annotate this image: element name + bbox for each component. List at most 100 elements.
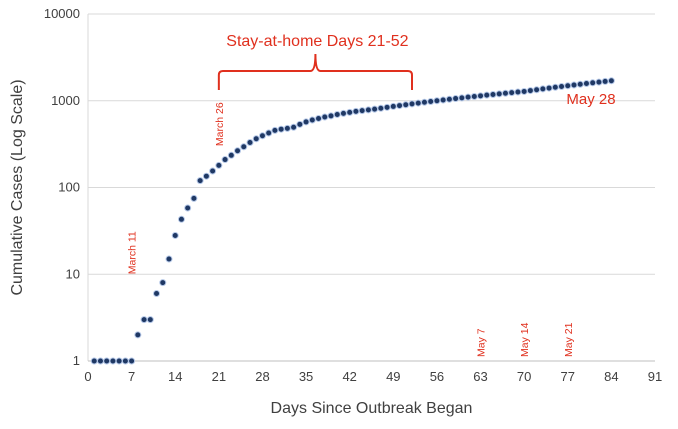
date-marker-label: May 21 [563, 322, 575, 357]
data-point [290, 123, 298, 131]
data-point [595, 78, 603, 86]
data-point [128, 357, 136, 365]
y-tick-label: 10 [66, 266, 80, 281]
data-point [346, 108, 354, 116]
date-marker-label: May 14 [519, 322, 531, 357]
data-point [283, 124, 291, 132]
data-point [315, 114, 323, 122]
data-point [352, 107, 360, 115]
data-point [464, 93, 472, 101]
data-point [252, 135, 260, 143]
data-point [327, 112, 335, 120]
data-point [277, 125, 285, 133]
data-point [202, 172, 210, 180]
data-point [452, 95, 460, 103]
x-tick-label: 77 [561, 369, 575, 384]
data-point [439, 96, 447, 104]
data-point [495, 90, 503, 98]
data-point [427, 98, 435, 106]
data-point [271, 126, 279, 134]
data-point [90, 357, 98, 365]
data-point [258, 132, 266, 140]
bracket-label: Stay-at-home Days 21-52 [226, 33, 408, 50]
data-point [109, 357, 117, 365]
data-point [190, 194, 198, 202]
annotations: Stay-at-home Days 21-52 May 28 March 11 M… [127, 33, 616, 357]
data-point [296, 120, 304, 128]
x-tick-label: 28 [255, 369, 269, 384]
data-point [221, 156, 229, 164]
data-point [396, 102, 404, 110]
data-point [551, 83, 559, 91]
data-point [246, 139, 254, 147]
x-tick-label: 91 [648, 369, 662, 384]
data-point [558, 82, 566, 90]
data-point [121, 357, 129, 365]
data-point [171, 231, 179, 239]
data-point [445, 95, 453, 103]
y-tick-label: 10000 [44, 6, 80, 21]
data-point [165, 255, 173, 263]
data-point [433, 97, 441, 105]
x-tick-label: 21 [212, 369, 226, 384]
date-marker-label: March 26 [214, 102, 226, 146]
date-marker-label: March 11 [127, 231, 139, 274]
data-point [389, 102, 397, 110]
data-point [601, 77, 609, 85]
data-points [90, 77, 615, 365]
x-tick-label: 56 [430, 369, 444, 384]
data-point [582, 80, 590, 88]
data-point [209, 167, 217, 175]
data-point [234, 147, 242, 155]
data-point [358, 107, 366, 115]
data-point [533, 86, 541, 94]
data-point [308, 116, 316, 124]
x-tick-label: 70 [517, 369, 531, 384]
x-tick-label: 49 [386, 369, 400, 384]
y-tick-label: 1 [73, 353, 80, 368]
data-point [364, 106, 372, 114]
date-marker-label: May 7 [476, 328, 488, 357]
data-point [240, 143, 248, 151]
y-tick-labels: 1 10 100 1000 10000 [44, 6, 80, 368]
data-point [103, 357, 111, 365]
data-point [96, 357, 104, 365]
axes [87, 14, 655, 362]
data-point [477, 92, 485, 100]
data-point [377, 104, 385, 112]
data-point [371, 105, 379, 113]
data-point [508, 89, 516, 97]
data-point [402, 101, 410, 109]
data-point [177, 215, 185, 223]
data-point [333, 110, 341, 118]
data-point [489, 91, 497, 99]
data-point [514, 88, 522, 96]
data-point [227, 151, 235, 159]
data-point [408, 100, 416, 108]
data-point [520, 87, 528, 95]
x-tick-label: 35 [299, 369, 313, 384]
data-point [184, 204, 192, 212]
data-point [526, 87, 534, 95]
end-label: May 28 [566, 91, 615, 108]
x-axis-title: Days Since Outbreak Began [271, 400, 473, 417]
data-point [545, 84, 553, 92]
data-point [159, 279, 167, 287]
data-point [414, 99, 422, 107]
data-point [321, 113, 329, 121]
data-point [196, 177, 204, 185]
x-tick-label: 7 [128, 369, 135, 384]
data-point [470, 92, 478, 100]
data-point [265, 129, 273, 137]
x-tick-label: 84 [604, 369, 618, 384]
x-tick-label: 42 [342, 369, 356, 384]
data-point [339, 109, 347, 117]
data-point [589, 79, 597, 87]
data-point [539, 85, 547, 93]
data-point [501, 89, 509, 97]
y-axis-title: Cumulative Cases (Log Scale) [9, 79, 26, 295]
x-tick-label: 63 [473, 369, 487, 384]
data-point [140, 316, 148, 324]
data-point [153, 289, 161, 297]
